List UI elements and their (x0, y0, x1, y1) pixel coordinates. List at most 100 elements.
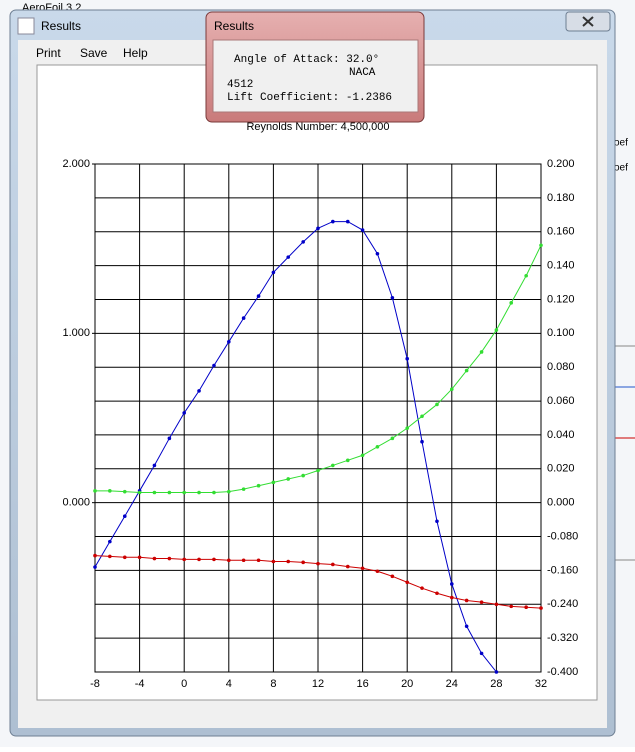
point (390, 574, 395, 579)
point (167, 556, 172, 561)
point (435, 591, 439, 596)
point (167, 436, 172, 441)
point (316, 561, 320, 566)
point (479, 600, 484, 604)
point (137, 490, 142, 495)
point (212, 363, 216, 368)
close-icon (582, 16, 594, 27)
point (539, 606, 543, 610)
y2-tick-label: 0.040 (547, 429, 575, 441)
point (464, 598, 469, 603)
y2-tick-label: -0.400 (547, 666, 578, 678)
series-line (94, 221, 497, 673)
menu-item[interactable]: Save (80, 46, 108, 60)
point (271, 480, 276, 485)
background-fragment: oef (614, 138, 628, 149)
y2-tick-label: 0.200 (547, 158, 575, 170)
x-tick-label: -8 (90, 678, 100, 690)
point (479, 350, 484, 354)
x-tick-label: 0 (181, 678, 187, 690)
point (405, 356, 410, 361)
y-tick-label: 1.000 (62, 327, 90, 339)
point (375, 251, 380, 256)
y-tick-label: 0.000 (62, 497, 90, 509)
y2-tick-label: 0.180 (547, 192, 575, 204)
point (122, 514, 127, 519)
point (435, 519, 439, 524)
popup-body (212, 39, 419, 113)
y2-tick-label: -0.320 (547, 632, 578, 644)
point (405, 580, 410, 585)
popup-title: Results (214, 19, 254, 33)
point (435, 402, 439, 407)
window-icon (17, 17, 35, 35)
plot: -8 -4 0 4 8 12 16 20 24 28 32 2.000 1.000 0.000 0.200 0… (62, 158, 578, 690)
popup-text: NACA (349, 67, 376, 79)
point (494, 670, 499, 674)
point (197, 389, 201, 393)
point (241, 316, 246, 320)
background-fragment: oef (614, 163, 628, 174)
y2-tick-label: 0.000 (547, 497, 575, 509)
point (108, 539, 112, 544)
point (420, 414, 424, 419)
point (93, 565, 97, 569)
x-tick-label: 4 (226, 678, 232, 690)
y2-tick-label: -0.080 (547, 530, 578, 542)
point (227, 558, 231, 563)
point (152, 556, 157, 561)
x-tick-label: 16 (356, 678, 368, 690)
point (375, 444, 380, 449)
point (152, 463, 157, 468)
popup-text: Angle of Attack: 32.0° (234, 54, 379, 66)
point (494, 328, 499, 332)
point (271, 270, 276, 275)
point (375, 569, 380, 574)
point (256, 294, 261, 298)
point (122, 489, 127, 494)
y2-tick-label: 0.060 (547, 395, 575, 407)
y2-tick-label: 0.020 (547, 463, 575, 475)
point (182, 411, 186, 415)
point (212, 557, 216, 562)
menu-item[interactable]: Print (36, 46, 61, 60)
point (539, 243, 543, 248)
point (331, 463, 335, 468)
point (256, 558, 261, 563)
x-tick-label: -4 (135, 678, 145, 690)
y2-tick-label: 0.140 (547, 260, 575, 272)
point (360, 228, 365, 232)
point (450, 387, 454, 392)
point (152, 490, 157, 495)
window-title[interactable]: Results (41, 19, 81, 33)
point (464, 624, 469, 629)
menu-item[interactable]: Help (123, 46, 148, 60)
point (108, 489, 112, 493)
point (450, 595, 454, 600)
point (479, 651, 484, 656)
point (241, 558, 246, 563)
point (509, 604, 514, 609)
point (464, 368, 469, 373)
plot-frame (94, 163, 542, 673)
y2-tick-label: 0.100 (547, 327, 575, 339)
point (301, 473, 305, 478)
y2-tick-label: -0.240 (547, 598, 578, 610)
x-tick-label: 28 (490, 678, 502, 690)
point (227, 340, 231, 344)
point (316, 468, 320, 473)
y2-tick-label: -0.160 (547, 564, 578, 576)
point (524, 605, 528, 610)
point (197, 490, 201, 495)
point (331, 219, 335, 224)
point (182, 490, 186, 495)
point (182, 557, 186, 562)
point (390, 436, 395, 441)
chart-title: Reynolds Number: 4,500,000 (246, 121, 389, 133)
popup-text: 4512 (227, 79, 253, 91)
point (390, 295, 395, 300)
point (241, 487, 246, 491)
point (108, 554, 112, 559)
popup-text: Lift Coefficient: -1.2386 (227, 92, 392, 104)
